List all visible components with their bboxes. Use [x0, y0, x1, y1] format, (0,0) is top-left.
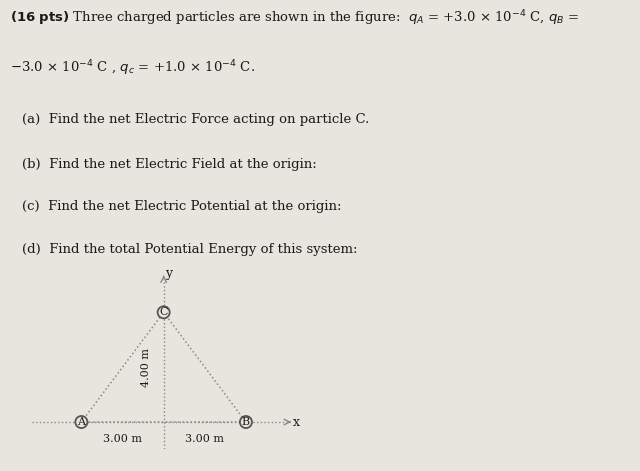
Text: A: A: [77, 417, 85, 427]
Text: x: x: [293, 415, 300, 429]
Circle shape: [240, 416, 252, 428]
Text: (a)  Find the net Electric Force acting on particle C.: (a) Find the net Electric Force acting o…: [22, 114, 370, 126]
Text: y: y: [165, 268, 172, 280]
Text: $-$3.0 $\times$ 10$^{-4}$ C , $q_c$ = +1.0 $\times$ 10$^{-4}$ C.: $-$3.0 $\times$ 10$^{-4}$ C , $q_c$ = +1…: [10, 58, 255, 78]
Text: B: B: [242, 417, 250, 427]
Text: 3.00 m: 3.00 m: [103, 434, 142, 444]
Text: 3.00 m: 3.00 m: [186, 434, 224, 444]
Text: C: C: [159, 307, 168, 317]
Circle shape: [157, 306, 170, 318]
Text: $\mathbf{(16\ pts)}$ Three charged particles are shown in the figure:  $q_A$ = +: $\mathbf{(16\ pts)}$ Three charged parti…: [10, 8, 579, 27]
Circle shape: [76, 416, 88, 428]
Text: (d)  Find the total Potential Energy of this system:: (d) Find the total Potential Energy of t…: [22, 243, 358, 256]
Text: (b)  Find the net Electric Field at the origin:: (b) Find the net Electric Field at the o…: [22, 158, 317, 171]
Text: (c)  Find the net Electric Potential at the origin:: (c) Find the net Electric Potential at t…: [22, 201, 342, 213]
Text: 4.00 m: 4.00 m: [141, 348, 151, 387]
